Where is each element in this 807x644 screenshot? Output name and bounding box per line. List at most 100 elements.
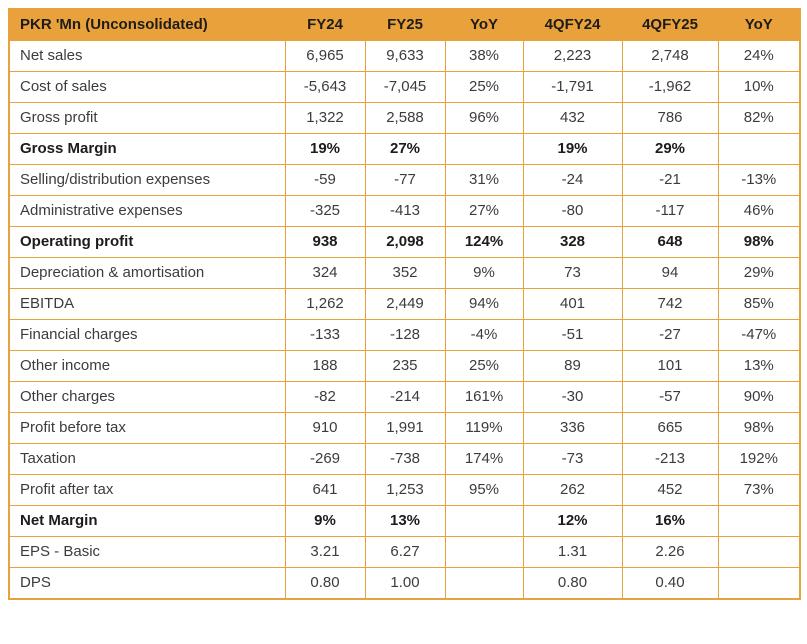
value-cell: -27 — [621, 319, 719, 351]
row-label: Selling/distribution expenses — [8, 164, 286, 196]
value-cell: 336 — [522, 412, 623, 444]
value-cell: -738 — [364, 443, 446, 475]
row-label: Profit before tax — [8, 412, 286, 444]
row-label: Taxation — [8, 443, 286, 475]
value-cell: 174% — [444, 443, 524, 475]
value-cell — [717, 536, 801, 568]
value-cell: 73% — [717, 474, 801, 506]
column-header-4qfy24: 4QFY24 — [522, 8, 623, 41]
value-cell: 89 — [522, 350, 623, 382]
table-row: Administrative expenses -325 -413 27% -80 -11… — [8, 195, 801, 227]
value-cell: 12% — [522, 505, 623, 537]
value-cell — [717, 133, 801, 165]
value-cell: 235 — [364, 350, 446, 382]
column-header-yoy-quarter: YoY — [717, 8, 801, 41]
row-label: Other income — [8, 350, 286, 382]
value-cell: 1,991 — [364, 412, 446, 444]
value-cell: -21 — [621, 164, 719, 196]
value-cell: 352 — [364, 257, 446, 289]
row-label: Administrative expenses — [8, 195, 286, 227]
value-cell — [717, 567, 801, 600]
income-statement-table: PKR 'Mn (Unconsolidated) FY24 FY25 YoY 4… — [8, 8, 801, 600]
value-cell: 98% — [717, 412, 801, 444]
value-cell: -57 — [621, 381, 719, 413]
row-label: DPS — [8, 567, 286, 600]
value-cell: 19% — [284, 133, 366, 165]
value-cell: 19% — [522, 133, 623, 165]
header-row: PKR 'Mn (Unconsolidated) FY24 FY25 YoY 4… — [8, 8, 801, 41]
table-row: Net Margin 9% 13% 12% 16% — [8, 505, 801, 537]
value-cell: 328 — [522, 226, 623, 258]
value-cell: -214 — [364, 381, 446, 413]
value-cell: 401 — [522, 288, 623, 320]
value-cell: 82% — [717, 102, 801, 134]
value-cell: -13% — [717, 164, 801, 196]
table-row: EBITDA 1,262 2,449 94% 401 742 85% — [8, 288, 801, 320]
table-row: Gross profit 1,322 2,588 96% 432 786 82% — [8, 102, 801, 134]
table-row: Profit after tax 641 1,253 95% 262 452 73% — [8, 474, 801, 506]
row-label: Net sales — [8, 40, 286, 72]
value-cell: 25% — [444, 350, 524, 382]
row-label: Other charges — [8, 381, 286, 413]
value-cell: 2,449 — [364, 288, 446, 320]
value-cell: 6,965 — [284, 40, 366, 72]
value-cell: 0.80 — [522, 567, 623, 600]
row-label: EBITDA — [8, 288, 286, 320]
value-cell: -269 — [284, 443, 366, 475]
value-cell: -47% — [717, 319, 801, 351]
value-cell: 31% — [444, 164, 524, 196]
value-cell: -80 — [522, 195, 623, 227]
value-cell: 648 — [621, 226, 719, 258]
value-cell: 24% — [717, 40, 801, 72]
value-cell: 665 — [621, 412, 719, 444]
value-cell: -77 — [364, 164, 446, 196]
value-cell: 73 — [522, 257, 623, 289]
value-cell: 452 — [621, 474, 719, 506]
row-label: Profit after tax — [8, 474, 286, 506]
value-cell: -82 — [284, 381, 366, 413]
value-cell: 29% — [717, 257, 801, 289]
value-cell: 1,262 — [284, 288, 366, 320]
table-row: Operating profit 938 2,098 124% 328 648 98% — [8, 226, 801, 258]
table-header: PKR 'Mn (Unconsolidated) FY24 FY25 YoY 4… — [8, 8, 801, 41]
value-cell: 641 — [284, 474, 366, 506]
value-cell: 1.00 — [364, 567, 446, 600]
value-cell — [444, 536, 524, 568]
table-row: Gross Margin 19% 27% 19% 29% — [8, 133, 801, 165]
value-cell: -1,791 — [522, 71, 623, 103]
value-cell: -413 — [364, 195, 446, 227]
value-cell: 938 — [284, 226, 366, 258]
value-cell: 29% — [621, 133, 719, 165]
table-row: EPS - Basic 3.21 6.27 1.31 2.26 — [8, 536, 801, 568]
row-label: Gross Margin — [8, 133, 286, 165]
value-cell: 324 — [284, 257, 366, 289]
value-cell: 2,748 — [621, 40, 719, 72]
table-row: DPS 0.80 1.00 0.80 0.40 — [8, 567, 801, 600]
value-cell: 2,223 — [522, 40, 623, 72]
table-row: Profit before tax 910 1,991 119% 336 665 98% — [8, 412, 801, 444]
value-cell: 16% — [621, 505, 719, 537]
row-label: EPS - Basic — [8, 536, 286, 568]
column-header-fy25: FY25 — [364, 8, 446, 41]
value-cell: -59 — [284, 164, 366, 196]
value-cell: -30 — [522, 381, 623, 413]
value-cell — [717, 505, 801, 537]
value-cell: 6.27 — [364, 536, 446, 568]
value-cell: 94 — [621, 257, 719, 289]
column-header-yoy: YoY — [444, 8, 524, 41]
value-cell — [444, 133, 524, 165]
value-cell: -5,643 — [284, 71, 366, 103]
value-cell: 10% — [717, 71, 801, 103]
value-cell: -24 — [522, 164, 623, 196]
value-cell: 786 — [621, 102, 719, 134]
value-cell: 27% — [364, 133, 446, 165]
row-label: Depreciation & amortisation — [8, 257, 286, 289]
value-cell — [444, 567, 524, 600]
column-header-fy24: FY24 — [284, 8, 366, 41]
value-cell: -73 — [522, 443, 623, 475]
table-row: Depreciation & amortisation 324 352 9% 73 94 2… — [8, 257, 801, 289]
value-cell: 910 — [284, 412, 366, 444]
value-cell — [444, 505, 524, 537]
table-row: Other income 188 235 25% 89 101 13% — [8, 350, 801, 382]
